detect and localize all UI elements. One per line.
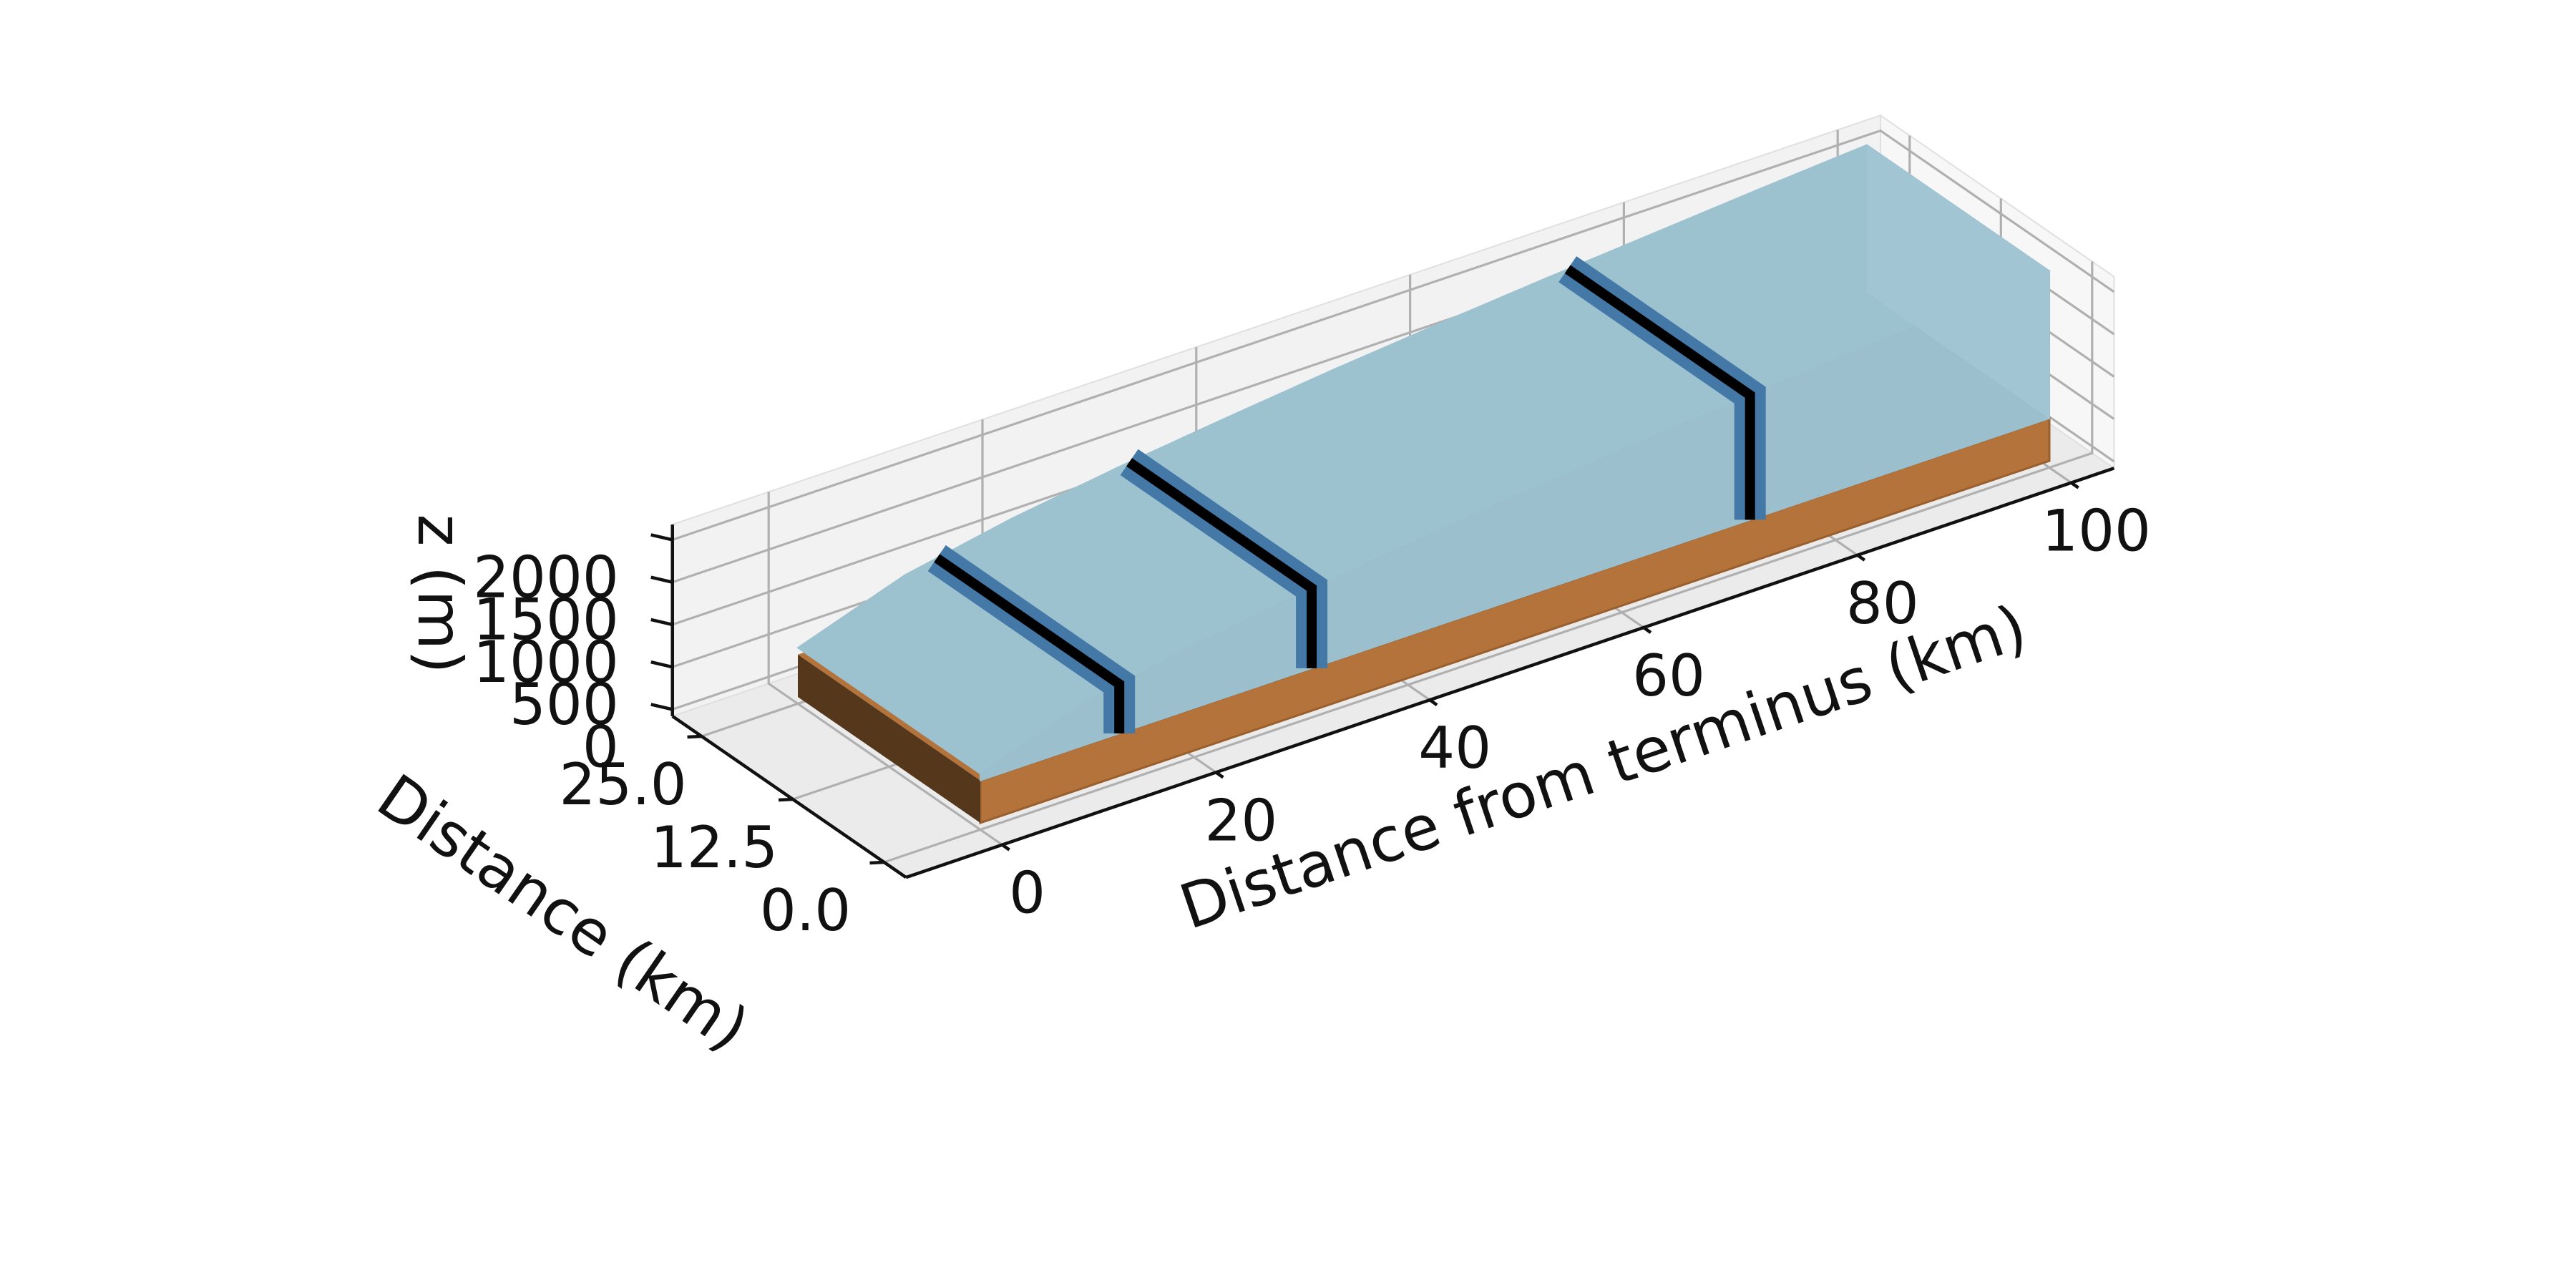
x-tick [1428,698,1438,707]
y-tick [778,797,794,802]
x-tick-label: 40 [1418,715,1491,781]
x-tick [1642,626,1652,634]
z-tick [650,660,673,669]
x-tick-label: 60 [1632,643,1705,709]
y-axis-line [671,715,907,879]
x-tick-label: 0 [1009,860,1045,927]
z-tick-label: 1000 [473,629,619,696]
y-tick [869,860,884,865]
z-tick [650,703,673,711]
bed-end-face [798,654,980,823]
x-tick [1215,771,1224,779]
y-tick-label: 0.0 [760,877,851,944]
x-tick-label: 20 [1205,787,1278,854]
z-grid-line [672,129,2115,541]
z-tick-label: 0 [582,713,619,780]
x-grid-line [767,492,1003,846]
z-tick-label: 500 [509,671,619,738]
z-tick-label: 1500 [473,587,619,653]
ice-end-face [1867,145,2049,419]
glacier-model [796,144,2051,825]
z-axis-label: z (m) [404,514,475,673]
z-tick-label: 2000 [473,544,619,610]
z-tick [650,575,673,584]
x-tick-label: 80 [1846,570,1919,637]
ice-front-face [980,270,2050,782]
y-tick-label: 25.0 [559,751,686,818]
y-grid-line [883,261,2094,864]
x-tick [2070,481,2079,489]
x-tick-label: 100 [2041,498,2151,565]
flux-gate-line [1564,265,1755,520]
x-tick [1856,553,1866,562]
flux-gate-line [934,554,1125,733]
x-axis-line [905,467,2115,879]
y-tick-label: 12.5 [650,814,778,881]
z-tick [650,618,673,627]
axes-lines [650,467,2115,879]
y-tick [687,734,702,739]
x-tick [1001,843,1010,852]
flux-gate-line [1126,458,1317,668]
z-tick [650,533,673,542]
